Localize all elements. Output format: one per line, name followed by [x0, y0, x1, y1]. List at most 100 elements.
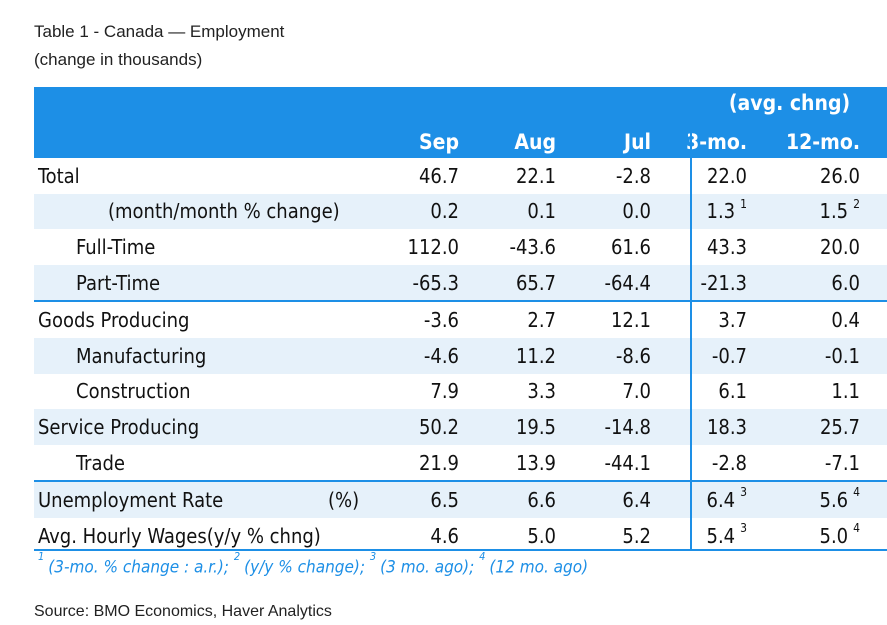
col-header-12mo: 12-mo. [786, 130, 860, 154]
table-cell: 21.9 [418, 450, 459, 475]
title-line-2: (change in thousands) [34, 50, 203, 69]
table-cell: 6.4 3 [706, 485, 747, 513]
table-cell: 13.9 [515, 450, 556, 475]
table-cell: 43.3 [706, 234, 747, 259]
row-label: Goods Producing [38, 308, 190, 333]
footnotes: 1(3-mo. % change : a.r.); 2(y/y % change… [38, 550, 589, 578]
row-unit: (%) [328, 488, 360, 513]
row-label: Trade [76, 450, 125, 475]
table-cell: -14.8 [604, 414, 651, 439]
footnote-text: (12 mo. ago) [489, 557, 589, 578]
table-cell: 3.7 [718, 308, 747, 333]
table-cell: -65.3 [412, 270, 459, 295]
col-header-3mo: 3-mo. [686, 130, 747, 154]
table-cell: -7.1 [824, 450, 860, 475]
table-cell: 22.1 [515, 163, 556, 188]
table-cell: -44.1 [604, 450, 651, 475]
table-cell: 7.0 [622, 379, 651, 404]
avg-change-group-label: (avg. chng) [728, 91, 851, 115]
table-cell: 61.6 [610, 234, 651, 259]
table-row: Full-Time 112.0 -43.6 61.6 43.3 20.0 [34, 229, 887, 265]
table-cell: 20.0 [819, 234, 860, 259]
table-header: (avg. chng) Sep Aug Jul 3-mo. 12-mo. [34, 87, 887, 158]
table-cell: 50.2 [418, 414, 459, 439]
table-cell: 4.6 [430, 523, 459, 548]
table-row: Part-Time -65.3 65.7 -64.4 -21.3 6.0 [34, 264, 887, 301]
table-cell: -0.1 [824, 343, 860, 368]
table-cell: 5.0 4 [819, 521, 860, 548]
table-cell: 19.5 [515, 414, 556, 439]
footnote-marker: 3 [740, 485, 747, 500]
table-row: Unemployment Rate (%) 6.5 6.6 6.4 6.4 3 5.6 4 [34, 480, 887, 518]
table-cell: -21.3 [700, 270, 747, 295]
table-cell: 1.5 2 [819, 196, 860, 224]
row-label: Service Producing [38, 414, 200, 439]
table-row: Goods Producing -3.6 2.7 12.1 3.7 0.4 [34, 300, 887, 338]
footnote-number: 3 [369, 550, 377, 563]
table-cell: 25.7 [819, 414, 860, 439]
table-cell: 112.0 [407, 234, 460, 259]
footnote-number: 2 [233, 550, 241, 563]
table-cell: 1.1 [831, 379, 860, 404]
table-cell: 0.2 [430, 199, 459, 224]
table-cell: 46.7 [418, 163, 459, 188]
table-row: Manufacturing -4.6 11.2 -8.6 -0.7 -0.1 [34, 337, 887, 374]
table-row: (month/month % change) 0.2 0.1 0.0 1.3 1 1.5 2 [34, 193, 887, 230]
table-cell: -64.4 [604, 270, 651, 295]
table-cell: 2.7 [527, 308, 556, 333]
employment-table: (avg. chng) Sep Aug Jul 3-mo. 12-mo. Tot… [34, 87, 887, 554]
row-label: Full-Time [76, 234, 156, 259]
col-header-aug: Aug [514, 130, 556, 154]
row-label: Construction [76, 379, 191, 404]
table-title: Table 1 - Canada — Employment (change in… [34, 18, 284, 74]
footnote-marker: 4 [853, 485, 860, 500]
table-cell: 3.3 [527, 379, 556, 404]
row-label: Total [38, 163, 80, 188]
table-cell: -8.6 [615, 343, 651, 368]
table-cell: -43.6 [509, 234, 556, 259]
footnote-marker: 2 [853, 196, 860, 211]
col-header-jul: Jul [624, 130, 651, 154]
table-cell: 6.6 [527, 488, 556, 513]
row-label: Avg. Hourly Wages(y/y % chng) [38, 523, 321, 548]
table-cell: 11.2 [515, 343, 556, 368]
table-cell: 0.1 [527, 199, 556, 224]
footnote-marker: 4 [853, 521, 860, 536]
title-line-1: Table 1 - Canada — Employment [34, 22, 285, 41]
table-body: Total 46.7 22.1 -2.8 22.0 26.0 (month/month % … [34, 158, 887, 554]
table-cell: 22.0 [706, 163, 747, 188]
footnote-marker: 1 [740, 196, 747, 211]
table-cell: 18.3 [706, 414, 747, 439]
table-row: Trade 21.9 13.9 -44.1 -2.8 -7.1 [34, 445, 887, 481]
table-cell: 5.6 4 [819, 485, 860, 513]
table-cell: 26.0 [819, 163, 860, 188]
table-cell: 6.1 [718, 379, 747, 404]
table-cell: -3.6 [423, 308, 459, 333]
table-row: Service Producing 50.2 19.5 -14.8 18.3 25.7 [34, 409, 887, 445]
table-cell: 5.4 3 [706, 521, 747, 548]
footnote-number: 1 [38, 550, 45, 563]
table-cell: -0.7 [711, 343, 747, 368]
table-cell: 0.4 [831, 308, 860, 333]
table-cell: -2.8 [711, 450, 747, 475]
footnote-text: (3 mo. ago); [380, 557, 480, 578]
table-cell: 5.0 [527, 523, 556, 548]
row-label: Manufacturing [76, 343, 207, 368]
table-cell: 6.4 [622, 488, 651, 513]
footnote-marker: 3 [740, 521, 747, 536]
footer-rule [34, 549, 887, 551]
footnote-number: 4 [479, 550, 486, 563]
table-cell: 12.1 [610, 308, 651, 333]
column-divider [690, 87, 692, 549]
table-cell: -4.6 [423, 343, 459, 368]
table-cell: 6.5 [430, 488, 459, 513]
col-header-sep: Sep [419, 130, 459, 154]
table-cell: 5.2 [622, 523, 651, 548]
table-cell: -2.8 [615, 163, 651, 188]
row-label: Unemployment Rate [38, 488, 224, 513]
table-row: Total 46.7 22.1 -2.8 22.0 26.0 [34, 158, 887, 194]
table-cell: 65.7 [515, 270, 556, 295]
table-row: Construction 7.9 3.3 7.0 6.1 1.1 [34, 374, 887, 410]
footnote-text: (y/y % change); [244, 557, 370, 578]
table-cell: 7.9 [430, 379, 459, 404]
